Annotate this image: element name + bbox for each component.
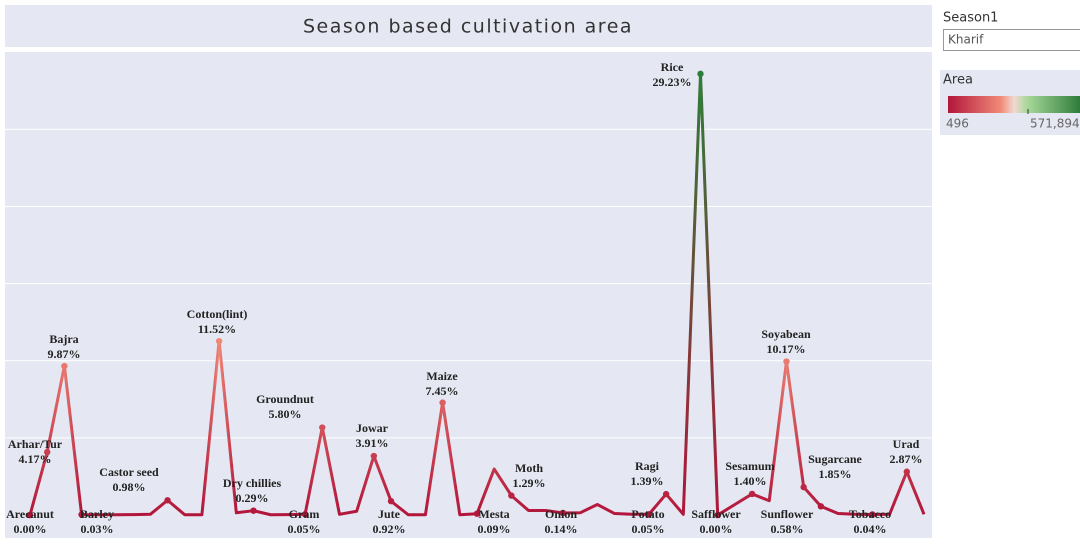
point: [783, 358, 790, 365]
point: [645, 511, 653, 518]
point: [748, 490, 756, 498]
point-name: Ragi: [635, 459, 660, 473]
legend-min: 496: [946, 117, 969, 131]
point: [903, 468, 911, 475]
point-name: Arhar/Tur: [8, 437, 63, 451]
point: [43, 448, 51, 456]
point-name: Jute: [378, 507, 401, 521]
title-panel: [5, 5, 932, 47]
point-name: Rice: [661, 60, 684, 74]
point-name: Barley: [80, 507, 114, 521]
point-name: Moth: [515, 461, 543, 475]
point: [26, 511, 34, 519]
point-value: 9.87%: [48, 347, 81, 361]
point: [662, 490, 670, 498]
point: [869, 511, 876, 518]
point: [559, 509, 567, 517]
point: [370, 452, 378, 460]
point-name: Gram: [289, 507, 320, 521]
point: [78, 511, 85, 518]
point-value: 11.52%: [198, 322, 236, 336]
point-value: 4.17%: [19, 452, 52, 466]
legend-max: 571,894: [1030, 117, 1080, 131]
point: [697, 70, 704, 78]
point-value: 0.05%: [632, 522, 665, 536]
point: [215, 337, 223, 345]
point-value: 0.03%: [81, 522, 114, 536]
point-value: 1.39%: [631, 474, 664, 488]
point-value: 7.45%: [426, 384, 459, 398]
point-value: 0.98%: [113, 480, 146, 494]
point-value: 0.29%: [236, 491, 269, 505]
point-name: Potato: [631, 507, 664, 521]
point-value: 29.23%: [653, 75, 692, 89]
point-name: Sunflower: [761, 507, 814, 521]
point: [800, 483, 807, 491]
filter-label: Season1: [943, 11, 998, 26]
point-name: Mesta: [478, 507, 509, 521]
point: [301, 511, 309, 518]
chart-title: Season based cultivation area: [303, 16, 633, 38]
point: [319, 424, 326, 431]
plot-area: [5, 52, 932, 538]
point-name: Onion: [545, 507, 577, 521]
point-value: 0.00%: [14, 522, 47, 536]
point: [714, 511, 721, 519]
point-name: Castor seed: [99, 465, 159, 479]
point-name: Groundnut: [256, 392, 314, 406]
point-value: 0.00%: [700, 522, 733, 536]
point-value: 5.80%: [269, 407, 302, 421]
point-value: 0.14%: [545, 522, 578, 536]
point: [439, 399, 446, 406]
legend-title: Area: [943, 73, 973, 88]
point-name: Sugarcane: [808, 452, 862, 466]
point-name: Safflower: [691, 507, 741, 521]
filter-value[interactable]: Kharif: [948, 33, 984, 47]
point: [250, 507, 257, 514]
point-name: Cotton(lint): [187, 307, 248, 321]
point-name: Dry chillies: [223, 476, 282, 490]
legend-bar: [948, 96, 1080, 113]
point-value: 1.29%: [513, 476, 546, 490]
filter-dropdown[interactable]: [943, 29, 1080, 51]
point: [61, 362, 68, 370]
point: [508, 492, 515, 499]
point-value: 2.87%: [890, 452, 923, 466]
point: [387, 497, 395, 505]
point-name: Bajra: [49, 332, 78, 346]
point-name: Urad: [893, 437, 920, 451]
point-value: 0.92%: [373, 522, 406, 536]
point-value: 0.04%: [854, 522, 887, 536]
point-name: Jowar: [356, 421, 389, 435]
point-name: Maize: [426, 369, 458, 383]
point: [473, 510, 481, 517]
point-name: Arecanut: [6, 507, 54, 521]
point-value: 3.91%: [356, 436, 389, 450]
point-name: Sesamum: [725, 459, 774, 473]
point-name: Soyabean: [761, 327, 811, 341]
point-name: Tobacco: [849, 507, 891, 521]
point-value: 0.05%: [288, 522, 321, 536]
point-value: 1.40%: [734, 474, 767, 488]
point-value: 0.58%: [771, 522, 804, 536]
point-value: 10.17%: [767, 342, 806, 356]
point-value: 1.85%: [819, 467, 852, 481]
point-value: 0.09%: [478, 522, 511, 536]
point: [817, 503, 825, 510]
point: [164, 497, 171, 504]
